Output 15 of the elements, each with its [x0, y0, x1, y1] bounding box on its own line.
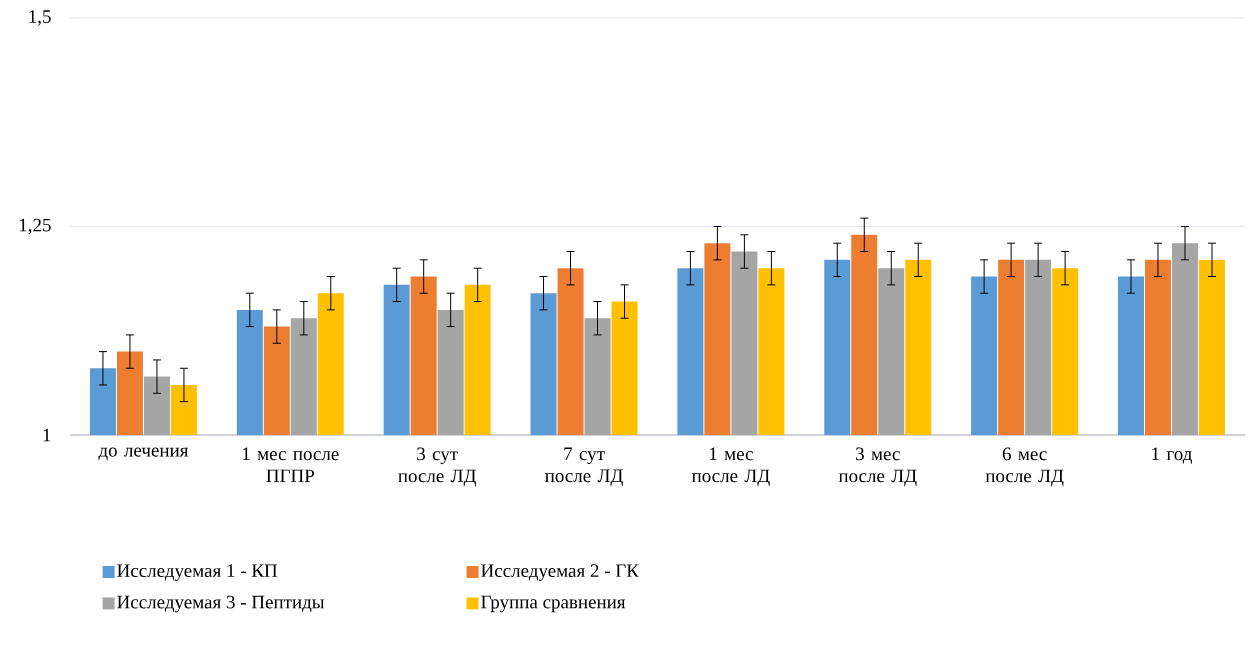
y-tick-label: 1: [43, 428, 51, 442]
x-tick-label: 6 мес после ЛД: [985, 447, 1064, 487]
legend-label: Исследуемая 2 - ГК: [481, 564, 639, 581]
legend-label: Исследуемая 1 - КП: [117, 564, 278, 581]
x-tick-label: 1 мес после ЛД: [691, 447, 770, 487]
x-tick-label: до лечения: [98, 447, 189, 461]
x-tick-label: 1 год: [1152, 447, 1192, 464]
x-tick-label: 1 мес после ПГПР: [242, 447, 339, 483]
x-tick-label: 7 сут после ЛД: [545, 447, 623, 487]
y-tick-label: 1,25: [19, 218, 51, 235]
legend-label: Исследуемая 3 - Пептиды: [117, 595, 325, 613]
x-tick-label: 3 мес после ЛД: [838, 447, 917, 487]
legend-label: Группа сравнения: [481, 595, 626, 613]
x-tick-label: 3 сут после ЛД: [398, 447, 477, 487]
y-tick-label: 1,5: [29, 10, 51, 26]
